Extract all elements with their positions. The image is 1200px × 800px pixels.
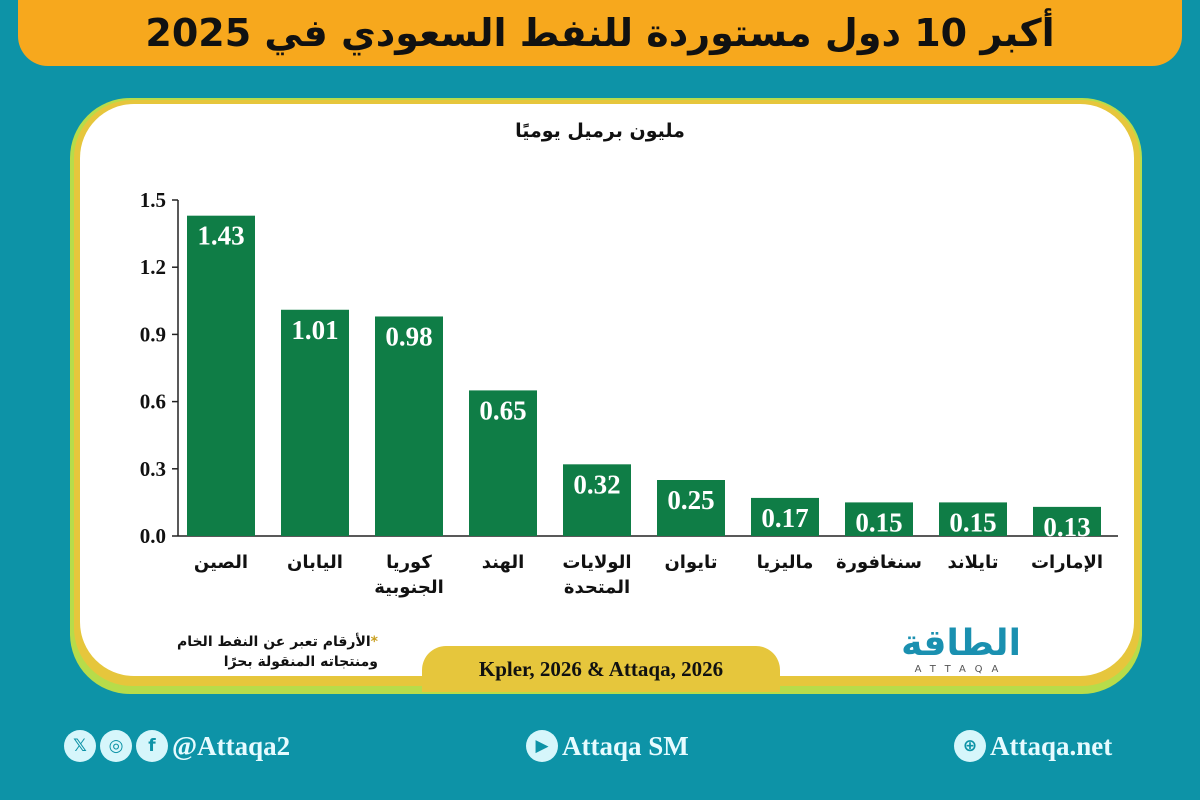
data-label: 0.15	[855, 507, 902, 537]
category-label: كوريا	[386, 552, 432, 573]
y-tick-label: 0.6	[140, 390, 166, 414]
globe-icon[interactable]: ⊕	[954, 730, 986, 762]
youtube-handle[interactable]: Attaqa SM	[562, 730, 689, 761]
y-tick-label: 1.5	[140, 188, 166, 212]
chart-card	[80, 104, 1134, 676]
page-title: أكبر 10 دول مستوردة للنفط السعودي في 202…	[145, 11, 1055, 55]
footnote-line-1: الأرقام تعبر عن النفط الخام	[176, 634, 371, 650]
data-label: 0.98	[385, 321, 432, 351]
youtube-link[interactable]: ▶ Attaqa SM	[526, 730, 689, 762]
website-url[interactable]: Attaqa.net	[990, 730, 1113, 761]
facebook-icon[interactable]: f	[136, 730, 168, 762]
bar	[845, 502, 913, 536]
data-label: 0.17	[761, 503, 808, 533]
category-label: الصين	[194, 552, 248, 573]
bar	[469, 390, 537, 536]
website-link[interactable]: ⊕ Attaqa.net	[954, 730, 1112, 762]
data-label: 0.15	[949, 507, 996, 537]
category-label: الهند	[482, 552, 525, 573]
bar	[563, 464, 631, 536]
logo-latin: ATTAQA	[914, 664, 1008, 675]
data-label: 1.01	[291, 315, 338, 345]
y-tick-label: 1.2	[140, 255, 166, 279]
y-tick-label: 0.0	[140, 524, 166, 548]
social-handles[interactable]: 𝕏 ◎ f @Attaqa2	[64, 730, 290, 762]
y-tick-label: 0.3	[140, 457, 166, 481]
category-label: سنغافورة	[836, 552, 922, 573]
category-label: تايلاند	[947, 552, 998, 573]
category-label: تايوان	[664, 552, 717, 573]
category-label: المتحدة	[564, 577, 630, 598]
y-axis-unit-label: مليون برميل يوميًا	[515, 120, 685, 142]
bar	[187, 215, 255, 536]
bar	[281, 309, 349, 536]
source-label: Kpler, 2026 & Attaqa, 2026	[422, 646, 780, 692]
category-label: الولايات	[562, 552, 631, 573]
category-label: ماليزيا	[757, 552, 814, 573]
bar	[1033, 506, 1101, 536]
category-label: الجنوبية	[374, 577, 444, 598]
logo-arabic: الطاقة	[901, 623, 1021, 664]
attaqa-logo: الطاقة ATTAQA	[872, 624, 1050, 684]
footnote: *الأرقام تعبر عن النفط الخام ومنتجاته ال…	[128, 632, 378, 672]
instagram-icon[interactable]: ◎	[100, 730, 132, 762]
bar	[751, 497, 819, 536]
data-label: 0.65	[479, 395, 526, 425]
youtube-icon[interactable]: ▶	[526, 730, 558, 762]
data-label: 0.25	[667, 485, 714, 515]
y-tick-label: 0.9	[140, 322, 166, 346]
bar	[375, 316, 443, 536]
title-bar: أكبر 10 دول مستوردة للنفط السعودي في 202…	[18, 0, 1182, 66]
data-label: 0.32	[573, 469, 620, 499]
bar	[657, 480, 725, 536]
data-label: 0.13	[1043, 512, 1090, 542]
category-label: اليابان	[287, 552, 343, 573]
data-label: 1.43	[197, 221, 244, 251]
x-icon[interactable]: 𝕏	[64, 730, 96, 762]
footnote-star: *	[370, 634, 378, 650]
bar	[939, 502, 1007, 536]
footnote-line-2: ومنتجاته المنقولة بحرًا	[223, 654, 378, 670]
category-label: الإمارات	[1031, 552, 1103, 573]
social-handle[interactable]: @Attaqa2	[172, 730, 291, 761]
